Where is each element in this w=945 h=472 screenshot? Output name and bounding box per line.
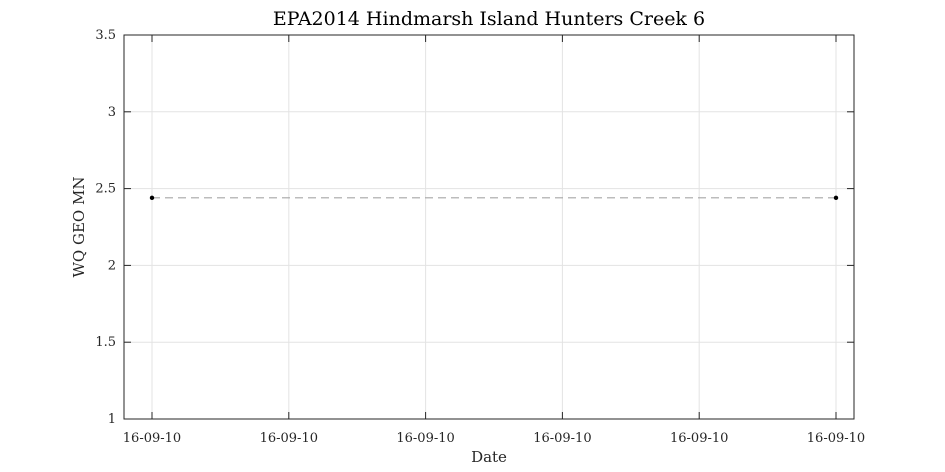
y-tick-label: 1.5 — [95, 335, 116, 350]
x-tick-label: 16-09-10 — [670, 431, 728, 446]
y-tick-label: 2 — [108, 258, 116, 273]
x-tick-label: 16-09-10 — [260, 431, 318, 446]
y-tick-label: 3.5 — [95, 28, 116, 43]
y-tick-label: 1 — [108, 412, 116, 427]
x-tick-label: 16-09-10 — [807, 431, 865, 446]
series-layer — [149, 195, 839, 201]
x-tick-label: 16-09-10 — [533, 431, 591, 446]
x-tick-label: 16-09-10 — [396, 431, 454, 446]
data-point — [149, 195, 155, 201]
data-point — [833, 195, 839, 201]
x-axis-label: Date — [471, 448, 507, 466]
y-axis-label: WQ GEO MN — [70, 177, 88, 278]
chart-title: EPA2014 Hindmarsh Island Hunters Creek 6 — [273, 8, 705, 30]
plot-frame — [123, 34, 855, 420]
y-tick-label: 2.5 — [95, 182, 116, 197]
y-tick-label: 3 — [108, 105, 116, 120]
x-tick-label: 16-09-10 — [123, 431, 181, 446]
axis-ticks: 1 1.5 2 2.5 3 3.5 16-09-10 16-09-10 16-09-10 16-0… — [95, 28, 865, 446]
